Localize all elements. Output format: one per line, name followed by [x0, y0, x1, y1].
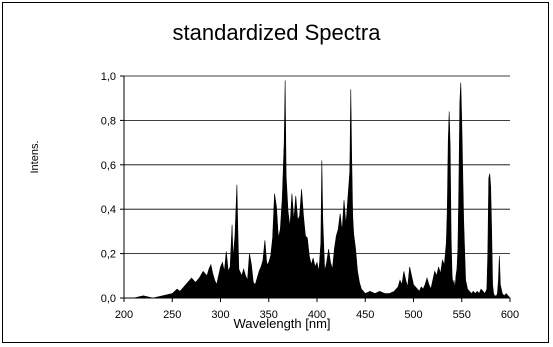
x-axis-label: Wavelength [nm] [233, 316, 330, 331]
x-tick-label: 350 [260, 309, 278, 321]
x-tick-label: 550 [453, 309, 471, 321]
x-tick-label: 250 [163, 309, 181, 321]
spectrum-area [124, 80, 511, 299]
x-tick-label: 400 [308, 309, 326, 321]
y-tick-label: 0,0 [101, 293, 116, 305]
x-tick-label: 450 [356, 309, 374, 321]
y-tick-label: 1,0 [101, 71, 116, 83]
x-tick-label: 200 [115, 309, 133, 321]
y-tick-label: 0,2 [101, 249, 116, 261]
chart-title: standardized Spectra [172, 20, 381, 45]
y-tick-label: 0,8 [101, 115, 116, 127]
y-tick-label: 0,6 [101, 160, 116, 172]
x-tick-label: 500 [404, 309, 422, 321]
x-tick-label: 300 [211, 309, 229, 321]
x-tick-label: 600 [501, 309, 519, 321]
y-tick-label: 0,4 [101, 204, 116, 216]
